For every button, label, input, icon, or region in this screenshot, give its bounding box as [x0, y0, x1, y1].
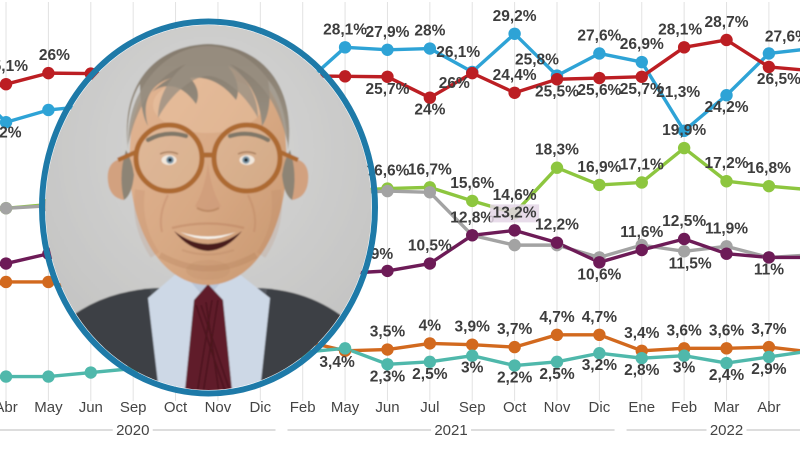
svg-text:24,4%: 24,4% — [493, 67, 537, 84]
svg-text:Sep: Sep — [120, 399, 147, 416]
svg-text:2022: 2022 — [710, 422, 743, 439]
svg-text:3,6%: 3,6% — [709, 322, 745, 339]
svg-text:2020: 2020 — [116, 422, 149, 439]
svg-text:Abr: Abr — [0, 399, 18, 416]
svg-text:Mar: Mar — [714, 399, 740, 416]
svg-text:17,2%: 17,2% — [705, 155, 749, 172]
svg-text:Feb: Feb — [671, 399, 697, 416]
svg-text:12,2%: 12,2% — [535, 217, 579, 234]
svg-text:16,9%: 16,9% — [577, 159, 621, 176]
svg-text:13,2%: 13,2% — [493, 204, 537, 221]
svg-text:26%: 26% — [439, 75, 470, 92]
svg-text:2,4%: 2,4% — [709, 367, 745, 384]
svg-text:4,7%: 4,7% — [539, 309, 575, 326]
svg-text:28%: 28% — [414, 23, 445, 40]
svg-text:28,1%: 28,1% — [658, 21, 702, 38]
svg-text:2,2%: 2,2% — [497, 370, 533, 387]
svg-text:Feb: Feb — [290, 399, 316, 416]
svg-text:26,5%: 26,5% — [757, 71, 800, 88]
svg-text:24,2%: 24,2% — [705, 99, 749, 116]
svg-text:Dic: Dic — [249, 399, 271, 416]
svg-text:11,6%: 11,6% — [620, 224, 663, 241]
svg-text:27,9%: 27,9% — [365, 24, 409, 41]
svg-text:3,7%: 3,7% — [497, 321, 533, 338]
svg-text:4,7%: 4,7% — [582, 309, 618, 326]
svg-text:10,5%: 10,5% — [408, 238, 452, 255]
svg-text:2,5%: 2,5% — [412, 366, 448, 383]
svg-text:26,9%: 26,9% — [620, 36, 664, 53]
svg-text:19,9%: 19,9% — [662, 122, 706, 139]
svg-text:2,8%: 2,8% — [624, 362, 660, 379]
svg-text:May: May — [331, 399, 360, 416]
svg-text:2021: 2021 — [434, 422, 467, 439]
svg-text:25,1%: 25,1% — [0, 58, 28, 75]
svg-text:12,8%: 12,8% — [450, 209, 494, 226]
svg-text:11,5%: 11,5% — [669, 255, 712, 272]
svg-text:27,6%: 27,6% — [577, 27, 621, 44]
svg-text:3,4%: 3,4% — [624, 325, 660, 342]
svg-text:3,7%: 3,7% — [751, 321, 787, 338]
svg-text:26,1%: 26,1% — [436, 44, 480, 61]
svg-text:3%: 3% — [673, 360, 696, 377]
svg-text:2,5%: 2,5% — [539, 366, 575, 383]
svg-text:22%: 22% — [0, 124, 22, 141]
svg-text:26%: 26% — [39, 47, 70, 64]
svg-text:Abr: Abr — [757, 399, 780, 416]
svg-text:18,3%: 18,3% — [535, 142, 579, 159]
svg-text:May: May — [34, 399, 63, 416]
svg-text:Jun: Jun — [375, 399, 399, 416]
svg-text:Nov: Nov — [205, 399, 232, 416]
svg-text:4%: 4% — [419, 317, 442, 334]
svg-text:Nov: Nov — [544, 399, 571, 416]
svg-text:25,6%: 25,6% — [577, 82, 621, 99]
svg-text:16,8%: 16,8% — [747, 160, 791, 177]
svg-text:25,7%: 25,7% — [365, 81, 409, 98]
svg-text:28,7%: 28,7% — [705, 14, 749, 31]
svg-text:3,2%: 3,2% — [582, 357, 618, 374]
svg-text:Jun: Jun — [79, 399, 103, 416]
svg-text:25,7%: 25,7% — [620, 81, 664, 98]
svg-text:25,5%: 25,5% — [535, 83, 579, 100]
svg-text:Sep: Sep — [459, 399, 486, 416]
svg-text:Oct: Oct — [503, 399, 527, 416]
svg-text:11,9%: 11,9% — [705, 220, 748, 237]
svg-text:3,9%: 3,9% — [455, 319, 491, 336]
svg-text:Dic: Dic — [589, 399, 611, 416]
svg-text:2,9%: 2,9% — [751, 361, 787, 378]
svg-text:15,6%: 15,6% — [450, 175, 494, 192]
svg-text:3,4%: 3,4% — [319, 354, 355, 371]
svg-text:3,6%: 3,6% — [666, 322, 702, 339]
svg-text:10,6%: 10,6% — [577, 266, 621, 283]
svg-text:12,5%: 12,5% — [662, 213, 706, 230]
svg-text:Ene: Ene — [628, 399, 655, 416]
svg-text:14,6%: 14,6% — [493, 187, 537, 204]
svg-text:29,2%: 29,2% — [493, 8, 537, 25]
svg-text:16,7%: 16,7% — [408, 161, 452, 178]
svg-text:Oct: Oct — [164, 399, 188, 416]
svg-text:2,3%: 2,3% — [370, 368, 406, 385]
svg-text:24%: 24% — [414, 102, 445, 119]
svg-text:17,1%: 17,1% — [620, 156, 664, 173]
svg-text:Jul: Jul — [420, 399, 439, 416]
svg-text:28,1%: 28,1% — [323, 21, 367, 38]
svg-text:11%: 11% — [754, 261, 784, 278]
svg-text:3,5%: 3,5% — [370, 324, 406, 341]
svg-text:3%: 3% — [461, 360, 484, 377]
svg-text:27,6%: 27,6% — [765, 28, 800, 45]
